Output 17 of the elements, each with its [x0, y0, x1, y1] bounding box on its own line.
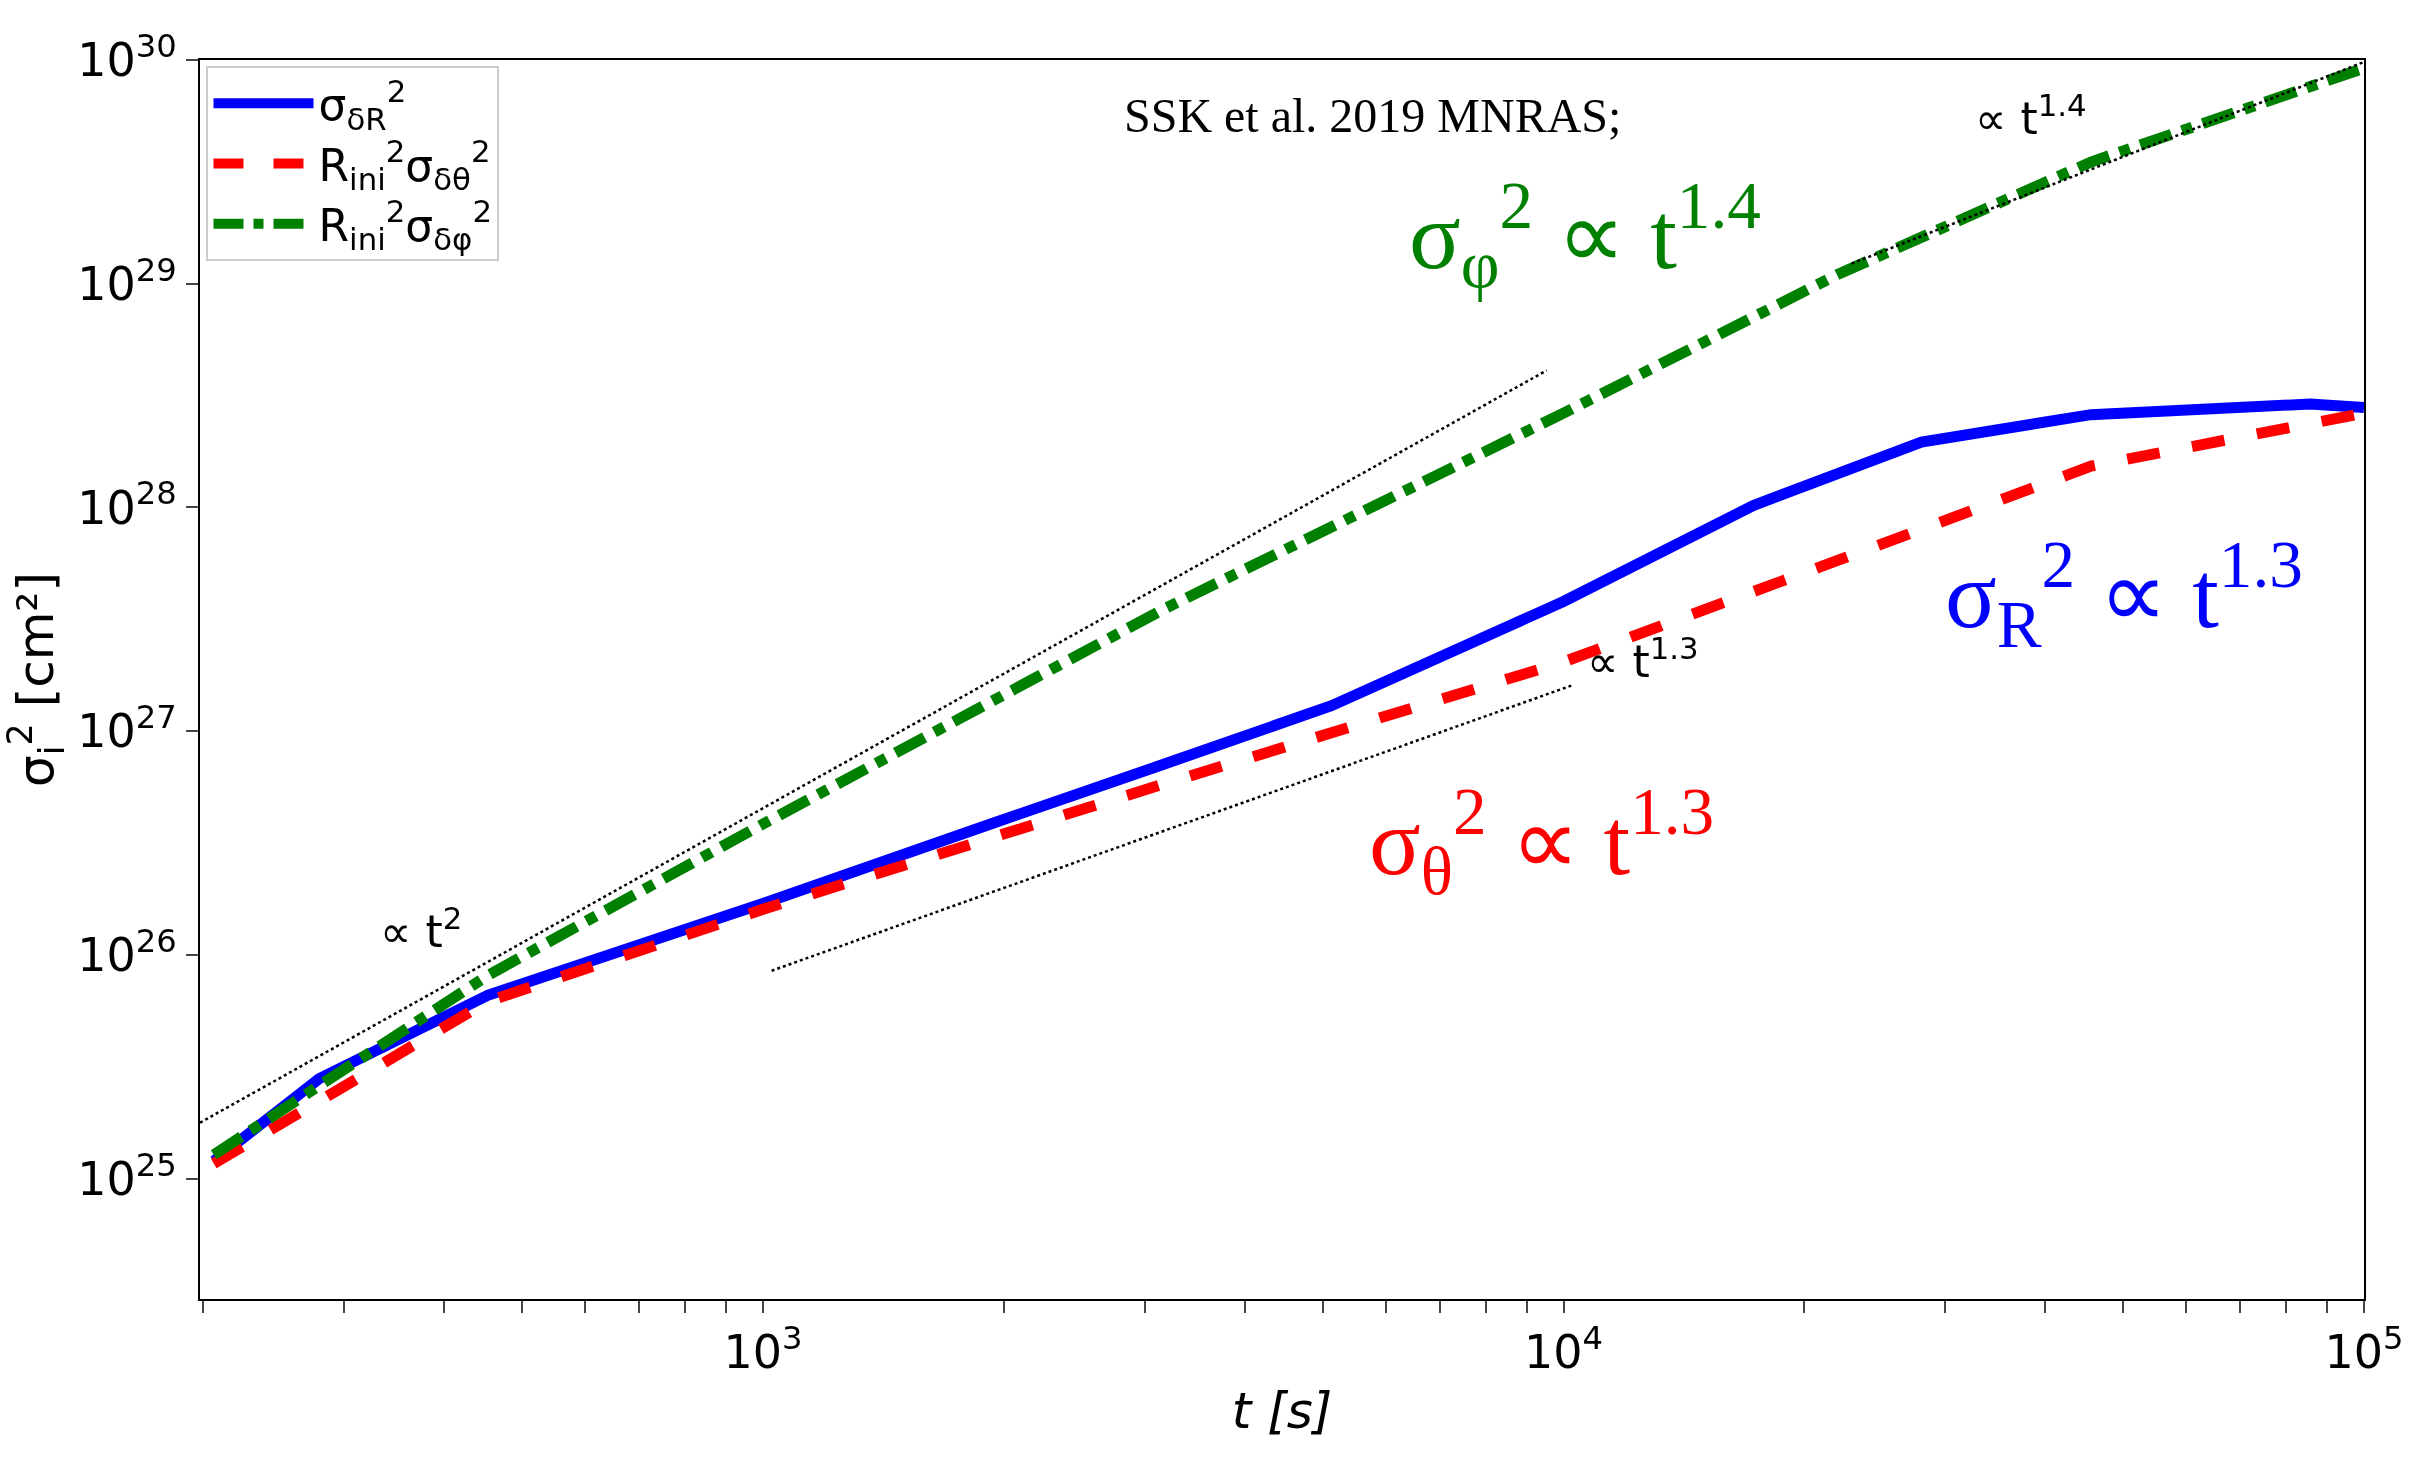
annotation: σ$_{φ}$$^{2}$ ∝ t$^{1.4}$: [1409, 168, 1761, 304]
annotation: ∝ t$^{2}$: [380, 900, 463, 958]
annotation: ∝ t$^{1.4}$: [1975, 87, 2087, 145]
annotation: ∝ t$^{1.3}$: [1587, 630, 1699, 688]
annotation: σ$_{θ}$$^{2}$ ∝ t$^{1.3}$: [1369, 774, 1715, 910]
x-axis-title: t [s]: [1231, 1382, 1333, 1441]
y-tick-label: 10$^{25}$: [77, 1145, 177, 1206]
y-tick-label: 10$^{26}$: [77, 921, 177, 983]
y-tick-label: 10$^{29}$: [77, 250, 177, 311]
x-tick-label: 10$^{4}$: [1523, 1318, 1604, 1380]
x-tick-label: 10$^{3}$: [723, 1318, 803, 1380]
annotation: σ$_{R}$$^{2}$ ∝ t$^{1.3}$: [1945, 527, 2303, 663]
y-tick-label: 10$^{30}$: [77, 26, 177, 88]
y-tick-label: 10$^{27}$: [77, 698, 177, 759]
annotation: SSK et al. 2019 MNRAS;: [1124, 89, 1622, 142]
x-tick-label: 10$^{5}$: [2324, 1318, 2404, 1380]
y-tick-label: 10$^{28}$: [77, 474, 177, 535]
